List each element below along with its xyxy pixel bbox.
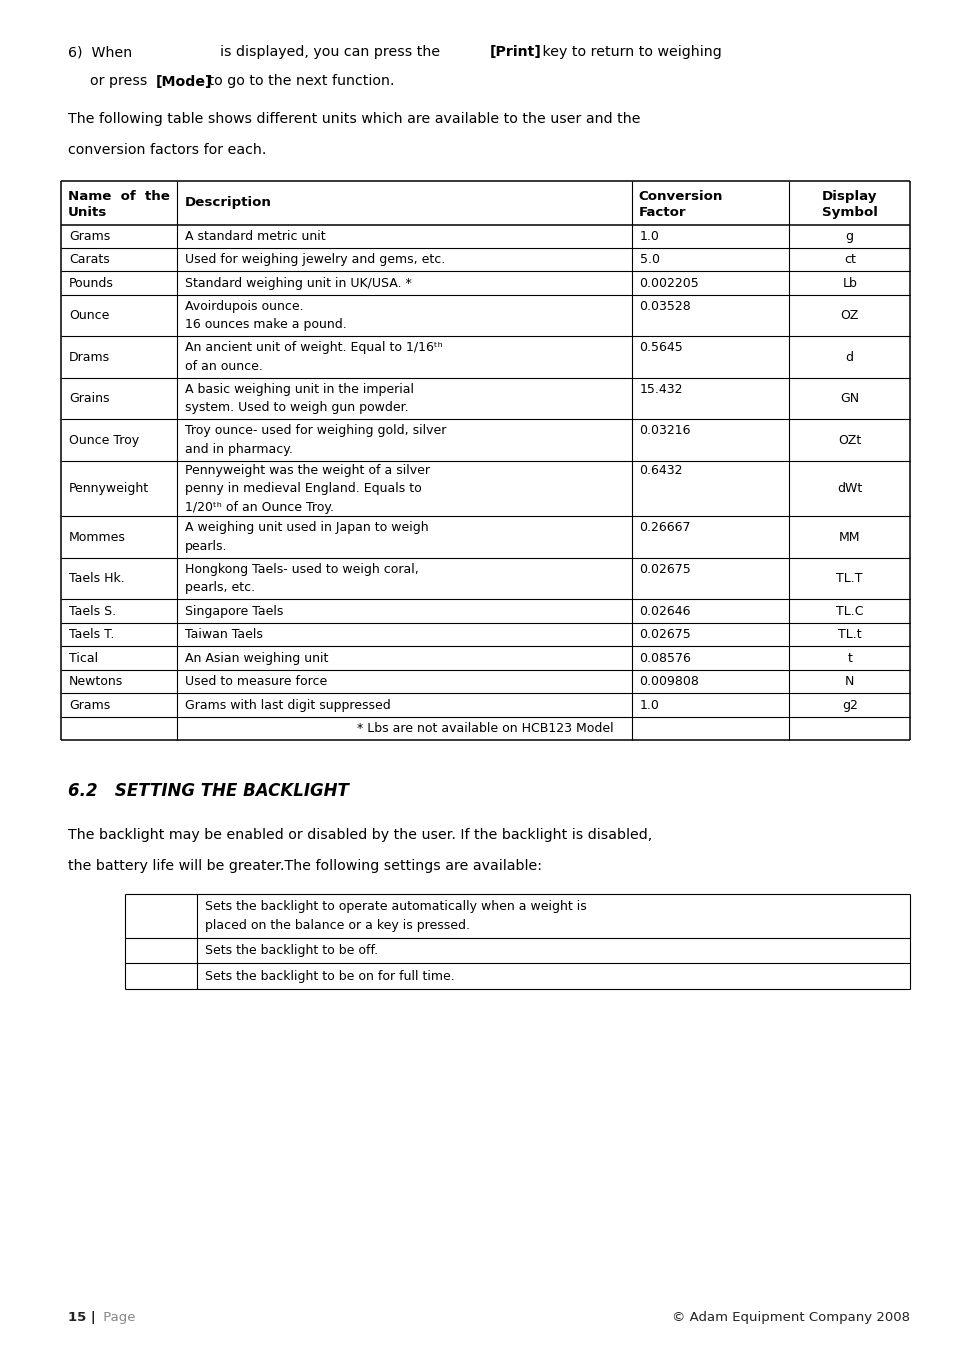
Text: 16 ounces make a pound.: 16 ounces make a pound.	[185, 319, 347, 332]
Text: placed on the balance or a key is pressed.: placed on the balance or a key is presse…	[205, 919, 470, 931]
Text: conversion factors for each.: conversion factors for each.	[68, 143, 266, 158]
Text: Page: Page	[99, 1311, 135, 1324]
Text: © Adam Equipment Company 2008: © Adam Equipment Company 2008	[671, 1311, 909, 1324]
Text: [Print]: [Print]	[489, 45, 540, 59]
Text: A weighing unit used in Japan to weigh: A weighing unit used in Japan to weigh	[185, 521, 429, 535]
Text: 0.002205: 0.002205	[639, 277, 699, 290]
Text: system. Used to weigh gun powder.: system. Used to weigh gun powder.	[185, 401, 409, 414]
Text: Name  of  the: Name of the	[68, 190, 170, 202]
Text: Conversion: Conversion	[638, 190, 722, 202]
Text: Singapore Taels: Singapore Taels	[185, 605, 283, 618]
Text: The backlight may be enabled or disabled by the user. If the backlight is disabl: The backlight may be enabled or disabled…	[68, 829, 652, 842]
Text: Pennyweight: Pennyweight	[69, 482, 149, 495]
Text: Ounce Troy: Ounce Troy	[69, 433, 139, 447]
Text: The following table shows different units which are available to the user and th: The following table shows different unit…	[68, 112, 639, 127]
Text: Used for weighing jewelry and gems, etc.: Used for weighing jewelry and gems, etc.	[185, 254, 445, 266]
Text: Tical: Tical	[69, 652, 98, 664]
Text: and in pharmacy.: and in pharmacy.	[185, 443, 293, 456]
Text: Taiwan Taels: Taiwan Taels	[185, 628, 263, 641]
Text: 6.2   SETTING THE BACKLIGHT: 6.2 SETTING THE BACKLIGHT	[68, 783, 349, 801]
Text: pearls.: pearls.	[185, 540, 228, 553]
Text: Sets the backlight to be on for full time.: Sets the backlight to be on for full tim…	[205, 969, 455, 983]
Text: Troy ounce- used for weighing gold, silver: Troy ounce- used for weighing gold, silv…	[185, 424, 446, 437]
Text: 0.08576: 0.08576	[639, 652, 691, 664]
Text: 0.02675: 0.02675	[639, 628, 691, 641]
Text: Drams: Drams	[69, 351, 110, 363]
Text: 1.0: 1.0	[639, 699, 659, 711]
Text: Units: Units	[68, 207, 107, 219]
Text: Hongkong Taels- used to weigh coral,: Hongkong Taels- used to weigh coral,	[185, 563, 418, 576]
Text: pearls, etc.: pearls, etc.	[185, 582, 255, 594]
Text: Newtons: Newtons	[69, 675, 123, 688]
Text: GN: GN	[840, 393, 859, 405]
Text: 0.02675: 0.02675	[639, 563, 691, 576]
Text: 0.02646: 0.02646	[639, 605, 690, 618]
Text: g: g	[845, 230, 853, 243]
Text: An Asian weighing unit: An Asian weighing unit	[185, 652, 329, 664]
Text: key to return to weighing: key to return to weighing	[537, 45, 721, 59]
Text: Grams with last digit suppressed: Grams with last digit suppressed	[185, 699, 391, 711]
Text: Taels Hk.: Taels Hk.	[69, 572, 125, 586]
Text: 0.03216: 0.03216	[639, 424, 690, 437]
Text: 0.03528: 0.03528	[639, 300, 691, 313]
Text: Taels T.: Taels T.	[69, 628, 114, 641]
Text: Description: Description	[184, 196, 271, 209]
Text: Display: Display	[821, 190, 877, 202]
Text: A standard metric unit: A standard metric unit	[185, 230, 326, 243]
Text: Avoirdupois ounce.: Avoirdupois ounce.	[185, 300, 304, 313]
Text: Grains: Grains	[69, 393, 110, 405]
Text: 15 |: 15 |	[68, 1311, 95, 1324]
Text: the battery life will be greater.The following settings are available:: the battery life will be greater.The fol…	[68, 859, 541, 873]
Text: is displayed, you can press the: is displayed, you can press the	[220, 45, 444, 59]
Text: MM: MM	[838, 531, 860, 544]
Text: Sets the backlight to operate automatically when a weight is: Sets the backlight to operate automatica…	[205, 900, 586, 913]
Text: [Mode]: [Mode]	[155, 74, 212, 89]
Text: Lb: Lb	[841, 277, 856, 290]
Text: ct: ct	[842, 254, 855, 266]
Text: OZ: OZ	[840, 309, 858, 323]
Text: Sets the backlight to be off.: Sets the backlight to be off.	[205, 944, 377, 957]
Text: TL.T: TL.T	[836, 572, 862, 586]
Text: TL.C: TL.C	[835, 605, 862, 618]
Text: 0.009808: 0.009808	[639, 675, 699, 688]
Text: Ounce: Ounce	[69, 309, 110, 323]
Text: * Lbs are not available on HCB123 Model: * Lbs are not available on HCB123 Model	[356, 722, 613, 736]
Text: 0.5645: 0.5645	[639, 342, 682, 355]
Text: 0.26667: 0.26667	[639, 521, 690, 535]
Text: Factor: Factor	[638, 207, 685, 219]
Text: Pounds: Pounds	[69, 277, 113, 290]
Text: Standard weighing unit in UK/USA. *: Standard weighing unit in UK/USA. *	[185, 277, 412, 290]
Text: Grams: Grams	[69, 230, 111, 243]
Text: to go to the next function.: to go to the next function.	[204, 74, 395, 89]
Text: 6)  When: 6) When	[68, 45, 132, 59]
Text: An ancient unit of weight. Equal to 1/16ᵗʰ: An ancient unit of weight. Equal to 1/16…	[185, 342, 442, 355]
Text: Grams: Grams	[69, 699, 111, 711]
Text: A basic weighing unit in the imperial: A basic weighing unit in the imperial	[185, 383, 414, 396]
Text: Taels S.: Taels S.	[69, 605, 116, 618]
Text: d: d	[845, 351, 853, 363]
Text: 15.432: 15.432	[639, 383, 682, 396]
Text: Used to measure force: Used to measure force	[185, 675, 327, 688]
Text: 1/20ᵗʰ of an Ounce Troy.: 1/20ᵗʰ of an Ounce Troy.	[185, 501, 334, 514]
Text: or press: or press	[90, 74, 152, 89]
Text: Pennyweight was the weight of a silver: Pennyweight was the weight of a silver	[185, 464, 430, 477]
Text: t: t	[846, 652, 851, 664]
Text: 5.0: 5.0	[639, 254, 659, 266]
Text: of an ounce.: of an ounce.	[185, 360, 263, 373]
Text: Symbol: Symbol	[821, 207, 877, 219]
Text: penny in medieval England. Equals to: penny in medieval England. Equals to	[185, 482, 421, 495]
Text: N: N	[844, 675, 854, 688]
Text: Carats: Carats	[69, 254, 110, 266]
Text: TL.t: TL.t	[837, 628, 861, 641]
Text: g2: g2	[841, 699, 857, 711]
Text: 1.0: 1.0	[639, 230, 659, 243]
Text: dWt: dWt	[836, 482, 862, 495]
Text: 0.6432: 0.6432	[639, 464, 682, 477]
Text: Mommes: Mommes	[69, 531, 126, 544]
Text: OZt: OZt	[838, 433, 861, 447]
